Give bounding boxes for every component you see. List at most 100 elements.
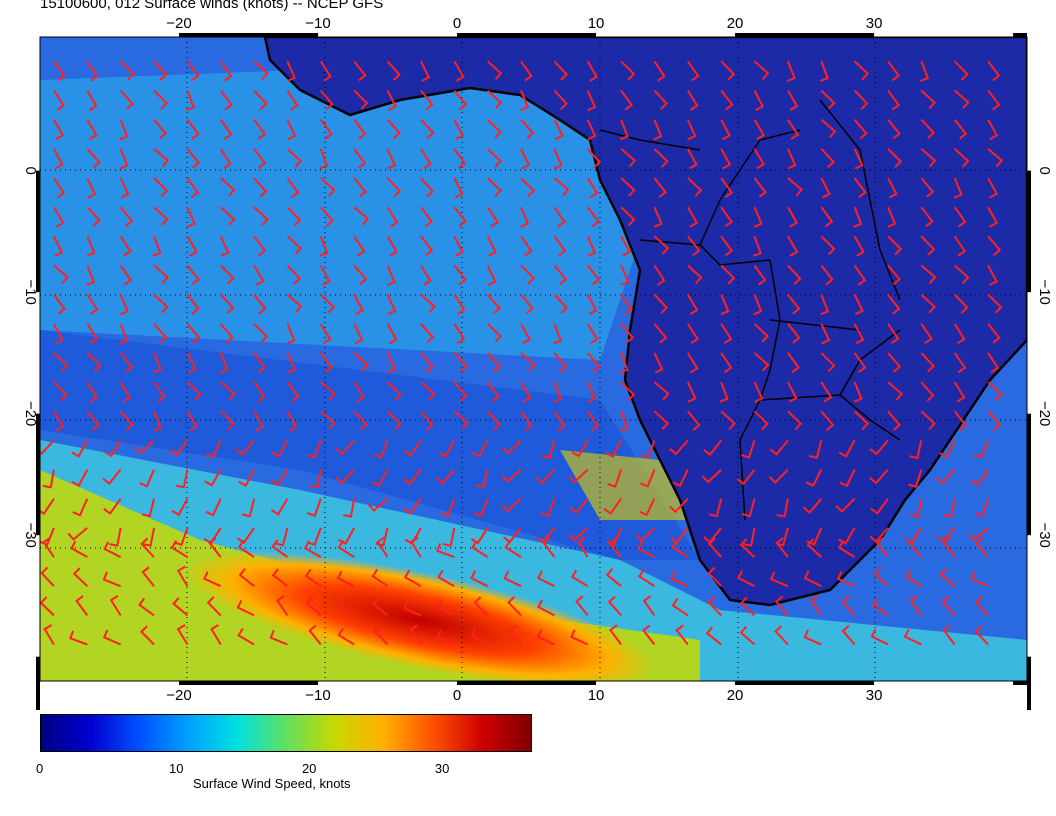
wind-barb-icon [586, 381, 597, 403]
wind-barb-icon [687, 235, 701, 257]
wind-barb-icon [586, 323, 599, 345]
wind-barb-icon [920, 352, 936, 373]
lat-tick-label-left: −30 [22, 522, 39, 547]
wind-barb-icon [453, 323, 466, 345]
wind-barb-icon [305, 596, 322, 617]
lat-tick-label-left: −10 [22, 279, 39, 304]
wind-barb-icon [304, 568, 322, 588]
wind-barb-icon [672, 469, 689, 488]
wind-barb-icon [220, 206, 236, 226]
lon-frame-bar [735, 33, 875, 37]
wind-barb-icon [386, 60, 401, 81]
wind-barb-icon [153, 323, 168, 344]
wind-barb-icon [171, 498, 189, 516]
wind-barb-icon [808, 440, 823, 460]
wind-barb-icon [376, 536, 389, 558]
wind-barb-icon [102, 468, 122, 486]
wind-barb-icon [703, 439, 722, 456]
wind-barb-icon [853, 60, 870, 81]
wind-barb-icon [353, 323, 364, 345]
wind-barb-icon [720, 177, 734, 199]
wind-barb-icon [871, 597, 889, 617]
wind-barb-icon [319, 323, 332, 345]
wind-barb-icon [453, 148, 467, 169]
wind-barb-icon [841, 595, 856, 617]
wind-barb-icon [219, 235, 230, 257]
wind-barb-icon [420, 206, 434, 228]
wind-barb-icon [119, 352, 134, 373]
wind-barb-icon [53, 294, 67, 315]
wind-barb-icon [142, 527, 155, 547]
wind-barb-icon [787, 119, 800, 140]
wind-barb-icon [420, 323, 435, 344]
wind-barb-icon [141, 498, 155, 518]
wind-barb-icon [653, 177, 667, 198]
wind-barb-icon [753, 352, 770, 372]
wind-barb-icon [720, 206, 733, 228]
wind-barb-icon [210, 624, 222, 646]
wind-barb-icon [119, 264, 133, 286]
wind-barb-icon [620, 235, 631, 257]
wind-barb-icon [386, 206, 399, 228]
wind-barb-icon [386, 235, 399, 257]
wind-barb-icon [586, 90, 597, 112]
wind-barb-icon [53, 60, 66, 82]
wind-barb-icon [939, 439, 956, 458]
wind-barb-icon [420, 410, 434, 431]
wind-barb-icon [86, 235, 96, 257]
wind-barb-icon [686, 89, 699, 111]
wind-barb-icon [486, 148, 503, 168]
wind-barb-icon [954, 89, 970, 110]
wind-barb-icon [319, 119, 333, 140]
wind-barb-icon [736, 468, 756, 486]
wind-barb-icon [386, 265, 396, 287]
wind-barb-icon [607, 595, 622, 617]
wind-barb-icon [286, 381, 300, 403]
wind-barb-icon [787, 235, 799, 257]
wind-barb-icon [869, 439, 889, 456]
wind-barb-icon [220, 177, 236, 197]
wind-barb-icon [820, 206, 834, 228]
wind-barb-icon [337, 627, 355, 646]
wind-barb-icon [653, 235, 670, 255]
wind-barb-icon [436, 629, 455, 646]
wind-barb-icon [853, 294, 864, 316]
wind-barb-icon [841, 624, 856, 646]
wind-barb-icon [705, 626, 722, 646]
wind-barb-icon [920, 118, 936, 139]
wind-barb-icon [153, 264, 170, 284]
lat-tick-label-left: −20 [22, 401, 39, 426]
wind-barb-icon [338, 527, 356, 545]
wind-barb-icon [953, 410, 968, 432]
wind-barb-icon [520, 352, 536, 372]
wind-barb-icon [553, 264, 568, 286]
wind-barb-icon [220, 410, 236, 431]
wind-barb-icon [153, 60, 168, 81]
wind-barb-icon [219, 60, 233, 82]
wind-barb-icon [486, 60, 503, 80]
wind-barb-icon [153, 118, 168, 140]
wind-barb-icon [820, 381, 833, 403]
wind-barb-icon [720, 323, 733, 345]
wind-barb-icon [53, 381, 68, 402]
wind-barb-icon [620, 148, 637, 168]
wind-barb-icon [720, 119, 731, 141]
wind-barb-icon [953, 206, 967, 228]
colorbar-tick-label: 0 [36, 761, 44, 776]
wind-barb-icon [486, 118, 503, 139]
wind-barb-icon [671, 598, 689, 617]
wind-barb-icon [286, 235, 303, 255]
wind-barb-icon [320, 381, 337, 401]
wind-barb-icon [586, 148, 602, 169]
wind-barb-icon [186, 264, 200, 286]
wind-barb-icon [71, 439, 89, 458]
wind-barb-icon [86, 410, 101, 432]
wind-barb-icon [353, 119, 367, 140]
wind-barb-icon [820, 294, 830, 316]
wind-barb-icon [134, 439, 155, 455]
wind-barb-icon [402, 600, 422, 617]
wind-barb-icon [453, 235, 464, 257]
wind-barb-icon [605, 567, 622, 587]
wind-barb-icon [741, 440, 756, 459]
wind-barb-icon [253, 381, 266, 403]
